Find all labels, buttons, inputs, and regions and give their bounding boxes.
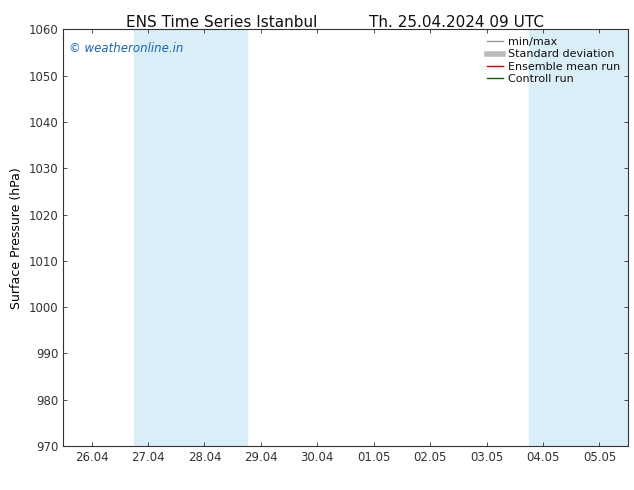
Bar: [134, 29, 247, 446]
Bar: [529, 29, 628, 446]
Text: ENS Time Series Istanbul: ENS Time Series Istanbul: [126, 15, 318, 30]
Legend: min/max, Standard deviation, Ensemble mean run, Controll run: min/max, Standard deviation, Ensemble me…: [484, 35, 622, 86]
Y-axis label: Surface Pressure (hPa): Surface Pressure (hPa): [10, 167, 23, 309]
Text: Th. 25.04.2024 09 UTC: Th. 25.04.2024 09 UTC: [369, 15, 544, 30]
Text: © weatheronline.in: © weatheronline.in: [69, 42, 183, 55]
